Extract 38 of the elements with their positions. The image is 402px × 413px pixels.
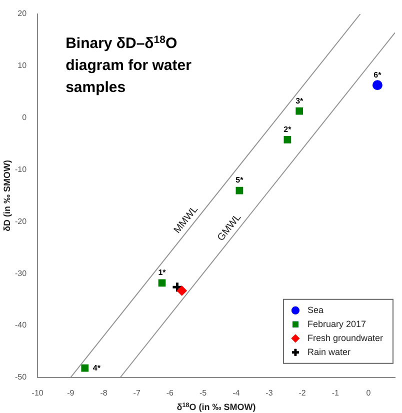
- point: [171, 281, 183, 293]
- y-tick-label: -50: [15, 372, 28, 382]
- legend-label: Fresh groundwater: [307, 332, 384, 343]
- annotation: 3*: [296, 96, 304, 106]
- x-tick-label: -1: [332, 388, 340, 398]
- annotation: 5*: [236, 176, 244, 185]
- annotation: 4*: [92, 363, 102, 372]
- x-tick-label: -7: [133, 388, 141, 398]
- y-tick-label: 0: [22, 113, 28, 122]
- legend-label: Rain water: [307, 346, 350, 357]
- point: [236, 186, 244, 194]
- x-tick-label: -6: [166, 388, 174, 398]
- point: [176, 286, 187, 296]
- x-tick-label: 0: [366, 388, 372, 398]
- legend-label: Sea: [307, 304, 324, 315]
- x-tick-label: -10: [32, 388, 44, 398]
- point: [284, 136, 292, 144]
- point: [81, 364, 89, 372]
- y-axis-title: δD (in ‰ SMOW): [2, 160, 12, 232]
- point: [158, 279, 166, 287]
- x-tick-label: -5: [199, 388, 208, 398]
- x-tick-label: -8: [100, 388, 108, 398]
- y-tick-label: -30: [15, 268, 28, 278]
- x-tick-label: -9: [67, 388, 75, 398]
- y-tick-label: -20: [15, 216, 28, 226]
- point: [296, 107, 304, 115]
- annotation: 6*: [374, 70, 382, 80]
- y-tick-label: -10: [15, 164, 28, 174]
- y-tick-label: -40: [15, 320, 28, 330]
- y-tick-label: 20: [18, 9, 28, 18]
- x-tick-label: -2: [298, 388, 306, 398]
- x-tick-label: -3: [266, 388, 274, 398]
- annotation: 1*: [158, 268, 167, 278]
- legend-label: February 2017: [307, 318, 366, 329]
- y-tick-label: 10: [18, 61, 28, 70]
- point: [372, 80, 382, 90]
- x-tick-label: -4: [232, 388, 240, 398]
- annotation: 2*: [284, 124, 292, 134]
